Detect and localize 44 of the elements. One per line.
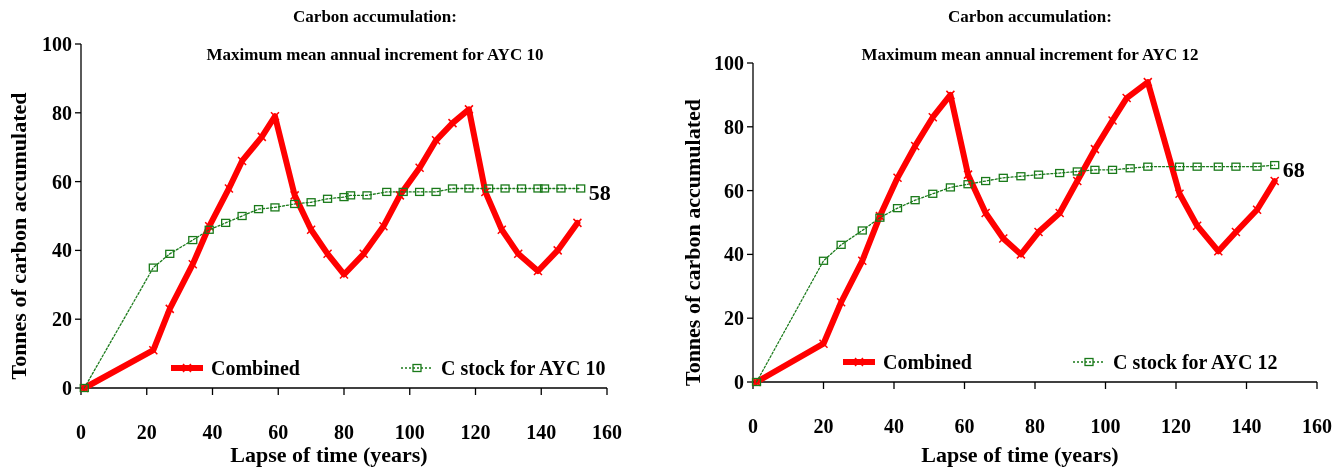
x-tick-label: 160 [1302,415,1332,437]
x-tick-label: 80 [334,421,354,443]
x-tick-label: 120 [1161,415,1191,437]
x-axis-title: Lapse of time (years) [921,442,1119,467]
x-tick-label: 40 [202,421,223,443]
y-axis-title: Tonnes of carbon accumulated [6,92,31,380]
legend-label: Combined [883,351,972,373]
x-axis-title: Lapse of time (years) [230,442,428,467]
y-tick-label: 100 [714,52,744,74]
x-tick-label: 140 [526,421,557,443]
x-tick-label: 40 [884,415,904,437]
y-tick-label: 0 [734,371,744,393]
chart-subtitle: Maximum mean annual increment for AYC 12 [861,45,1199,64]
y-tick-label: 40 [52,239,72,262]
x-tick-label: 20 [136,421,157,443]
x-tick-label: 0 [76,421,86,443]
y-tick-label: 60 [724,179,744,202]
x-tick-label: 20 [813,415,834,437]
x-tick-label: 140 [1231,415,1262,437]
legend-label: C stock for AYC 12 [1113,351,1278,373]
y-tick-label: 20 [52,308,72,331]
x-tick-label: 120 [460,421,491,443]
annotation: 68 [1282,156,1305,182]
x-tick-label: 80 [1025,415,1045,437]
x-tick-label: 60 [268,421,289,443]
y-tick-label: 80 [52,101,72,124]
legend-label: Combined [211,357,300,379]
chart-title: Carbon accumulation: [293,7,457,26]
x-tick-label: 0 [748,415,758,437]
y-tick-label: 80 [724,115,744,138]
y-tick-label: 0 [62,377,72,399]
x-tick-label: 100 [394,421,425,443]
annotation: 58 [588,180,611,206]
chart-title: Carbon accumulation: [948,7,1112,26]
x-tick-label: 160 [592,421,622,443]
y-tick-label: 40 [724,243,744,266]
chart-subtitle: Maximum mean annual increment for AYC 10 [206,45,544,64]
legend-label: C stock for AYC 10 [441,357,606,379]
x-tick-label: 100 [1090,415,1121,437]
y-tick-label: 100 [42,33,72,55]
y-tick-label: 60 [52,170,72,193]
y-tick-label: 20 [724,307,744,330]
x-tick-label: 60 [954,415,975,437]
y-axis-title: Tonnes of carbon accumulated [680,98,705,387]
